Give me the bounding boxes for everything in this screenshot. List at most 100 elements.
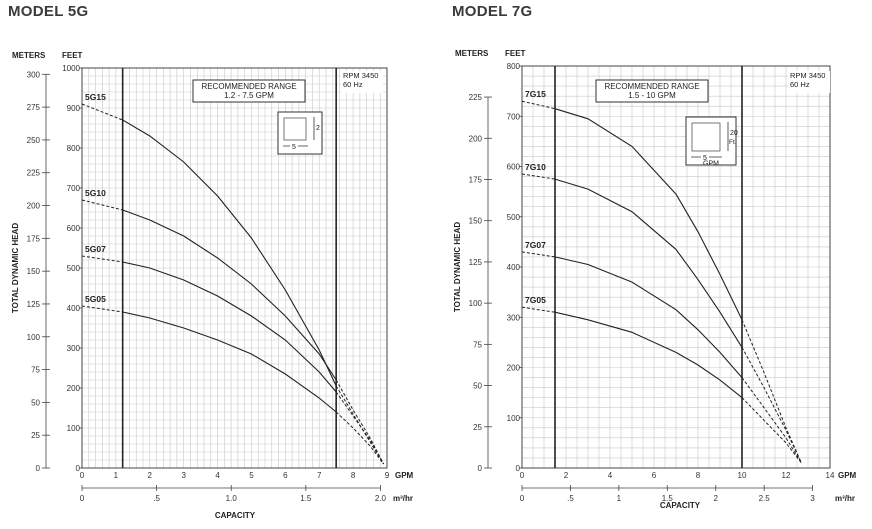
c1-gpm-tick-label: 14 <box>826 471 835 480</box>
c1-series-7G10-tail <box>741 347 802 464</box>
c0-series-5G15-tail <box>335 385 385 465</box>
c1-recommended-range-values: 1.5 - 10 GPM <box>628 91 676 100</box>
c1-rpm-note-bg <box>788 71 830 93</box>
c0-ft-tick-label: 1000 <box>62 64 80 73</box>
c1-gpm-tick-label: 6 <box>652 471 657 480</box>
c0-gpm-tick-label: 1 <box>114 471 119 480</box>
c1-m-tick-label: 25 <box>473 423 482 432</box>
c1-gpm-unit-label: GPM <box>838 471 857 480</box>
c1-m-tick-label: 200 <box>469 134 483 143</box>
c0-series-label-5G07: 5G07 <box>85 244 106 254</box>
c0-y-axis-title: TOTAL DYNAMIC HEAD <box>11 223 20 313</box>
c0-gpm-tick-label: 3 <box>181 471 186 480</box>
c0-scale-h-label-bg <box>290 142 298 150</box>
c0-gpm-tick-label: 9 <box>385 471 390 480</box>
c0-scale-square <box>283 117 307 141</box>
c1-series-7G05-tail <box>741 397 802 464</box>
c0-m3hr-tick-label: 2.0 <box>375 494 387 503</box>
c1-x-axis-title: CAPACITY <box>660 501 701 510</box>
model-7g-title: MODEL 7G <box>452 3 533 20</box>
c1-m3hr-tick-label: 2 <box>714 494 719 503</box>
c1-ft-tick-label: 600 <box>507 163 521 172</box>
c0-m-tick-label: 150 <box>27 267 41 276</box>
model-5g-title: MODEL 5G <box>8 3 89 20</box>
c0-ft-tick-label: 300 <box>67 344 81 353</box>
c0-m-tick-label: 300 <box>27 70 41 79</box>
c0-scale-v-label: 2 <box>316 125 320 132</box>
c1-m3hr-tick-label: 0 <box>520 494 525 503</box>
c1-series-7G05-curve <box>554 311 743 399</box>
c0-meters-header: METERS <box>12 51 46 60</box>
c0-ft-tick-label: 600 <box>67 224 81 233</box>
c0-m-tick-label: 50 <box>31 398 40 407</box>
c0-series-label-5G05: 5G05 <box>85 294 106 304</box>
c0-gpm-tick-label: 0 <box>80 471 85 480</box>
c1-m3hr-unit-label: m³/hr <box>835 494 855 503</box>
c0-series-5G15-lead <box>81 103 123 121</box>
c1-series-7G15-curve <box>554 108 743 321</box>
c0-series-5G07-lead <box>81 255 123 263</box>
c0-m-tick-label: 125 <box>27 300 41 309</box>
c1-m-tick-label: 100 <box>469 299 483 308</box>
c0-m-tick-label: 175 <box>27 234 41 243</box>
c0-ft-tick-label: 900 <box>67 104 81 113</box>
c1-series-label-7G15: 7G15 <box>525 89 546 99</box>
c0-series-5G05-lead <box>81 305 123 313</box>
c0-m-tick-label: 225 <box>27 169 41 178</box>
c0-series-5G05-tail <box>335 411 385 465</box>
c0-ft-tick-label: 100 <box>67 424 81 433</box>
c1-scale-h-label: 5 <box>703 155 707 162</box>
c0-series-5G15-curve <box>122 119 337 387</box>
c1-series-7G05-lead <box>521 306 556 313</box>
c1-gpm-tick-label: 4 <box>608 471 613 480</box>
c0-m-tick-label: 275 <box>27 103 41 112</box>
c0-ft-tick-label: 200 <box>67 384 81 393</box>
c1-series-7G15-tail <box>741 319 802 464</box>
c1-series-7G10-lead <box>521 173 556 180</box>
c1-series-label-7G10: 7G10 <box>525 162 546 172</box>
c0-m3hr-tick-label: 1.0 <box>226 494 238 503</box>
c1-meters-header: METERS <box>455 49 489 58</box>
c1-series-7G07-curve <box>554 256 743 378</box>
c0-recommended-range-values: 1.2 - 7.5 GPM <box>224 91 274 100</box>
c1-series-7G07-lead <box>521 251 556 258</box>
c1-ft-tick-label: 200 <box>507 364 521 373</box>
c0-m3hr-tick-label: 1.5 <box>300 494 312 503</box>
c0-m-tick-label: 200 <box>27 202 41 211</box>
c0-series-5G10-curve <box>122 209 337 381</box>
c0-scale-h-label: 5 <box>292 144 296 151</box>
c0-rpm-note-bg <box>341 71 383 93</box>
c0-recommended-range-box <box>192 79 306 103</box>
c0-ft-tick-label: 400 <box>67 304 81 313</box>
c1-feet-header: FEET <box>505 49 526 58</box>
c0-series-label-5G15: 5G15 <box>85 92 106 102</box>
c0-m-tick-label: 0 <box>36 464 41 473</box>
c0-series-5G07-tail <box>335 391 385 465</box>
c1-m-tick-label: 50 <box>473 382 482 391</box>
c0-m-tick-label: 25 <box>31 431 40 440</box>
c0-m3hr-unit-label: m³/hr <box>393 494 413 503</box>
c0-m3hr-tick-label: 0 <box>80 494 85 503</box>
c1-scale-h-label-bg <box>701 153 709 161</box>
c0-x-axis-title: CAPACITY <box>215 511 256 520</box>
c0-series-5G07-curve <box>122 261 337 393</box>
c1-y-axis-title: TOTAL DYNAMIC HEAD <box>453 222 462 312</box>
c1-scale-h-unit: GPM <box>703 161 719 168</box>
c0-gpm-tick-label: 5 <box>249 471 254 480</box>
c1-m-tick-label: 125 <box>469 258 483 267</box>
c1-recommended-range-box <box>595 79 709 103</box>
c1-series-7G15-lead <box>521 100 556 110</box>
c1-recommended-range-label: RECOMMENDED RANGE <box>604 82 699 91</box>
c1-ft-tick-label: 800 <box>507 62 521 71</box>
c1-rpm-note: RPM 3450 <box>790 71 825 80</box>
c0-rpm-note: RPM 3450 <box>343 71 378 80</box>
c1-hz-note: 60 Hz <box>790 80 810 89</box>
c0-feet-header: FEET <box>62 51 83 60</box>
c1-m3hr-tick-label: 1.5 <box>662 494 674 503</box>
c0-series-5G05-curve <box>122 311 337 413</box>
c1-m3hr-tick-label: .5 <box>567 494 574 503</box>
c1-series-label-7G05: 7G05 <box>525 295 546 305</box>
c1-m-tick-label: 75 <box>473 340 482 349</box>
c1-scale-square <box>691 122 721 152</box>
